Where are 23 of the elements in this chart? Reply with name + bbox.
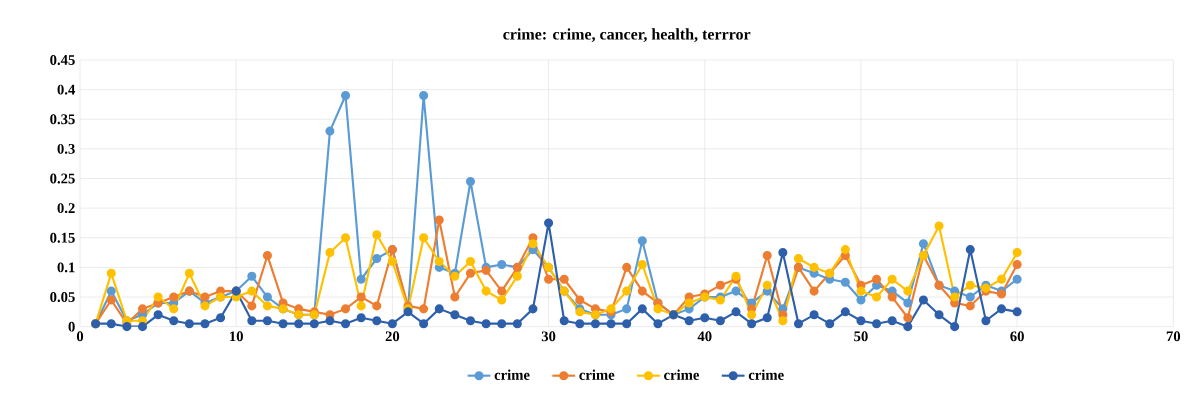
y-tick-label: 0.35: [50, 114, 75, 125]
legend-label: crime: [748, 369, 784, 380]
legend-label: crime: [664, 369, 700, 380]
y-tick-label: 0.4: [57, 84, 76, 95]
x-tick-label: 40: [697, 331, 712, 342]
y-tick-label: 0.15: [50, 232, 75, 243]
legend-label: crime: [494, 369, 530, 380]
x-tick-label: 60: [1010, 331, 1024, 342]
y-tick-label: 0.3: [57, 143, 75, 154]
x-tick-label: 0: [76, 331, 84, 342]
y-tick-label: 0.25: [50, 173, 75, 184]
legend-label: crime: [579, 369, 615, 380]
x-tick-label: 30: [541, 331, 556, 342]
x-tick-label: 20: [385, 331, 400, 342]
x-tick-label: 10: [230, 331, 243, 342]
x-tick-label: 70: [1166, 331, 1181, 342]
y-tick-label: 0.1: [57, 262, 75, 273]
x-tick-label: 50: [854, 331, 868, 342]
y-tick-label: 0.05: [50, 292, 75, 303]
chart-title: crime: crime, cancer, health, terrror: [503, 28, 751, 42]
y-tick-label: 0: [68, 321, 75, 332]
y-tick-label: 0.2: [57, 203, 75, 214]
y-tick-label: 0.45: [50, 55, 75, 65]
